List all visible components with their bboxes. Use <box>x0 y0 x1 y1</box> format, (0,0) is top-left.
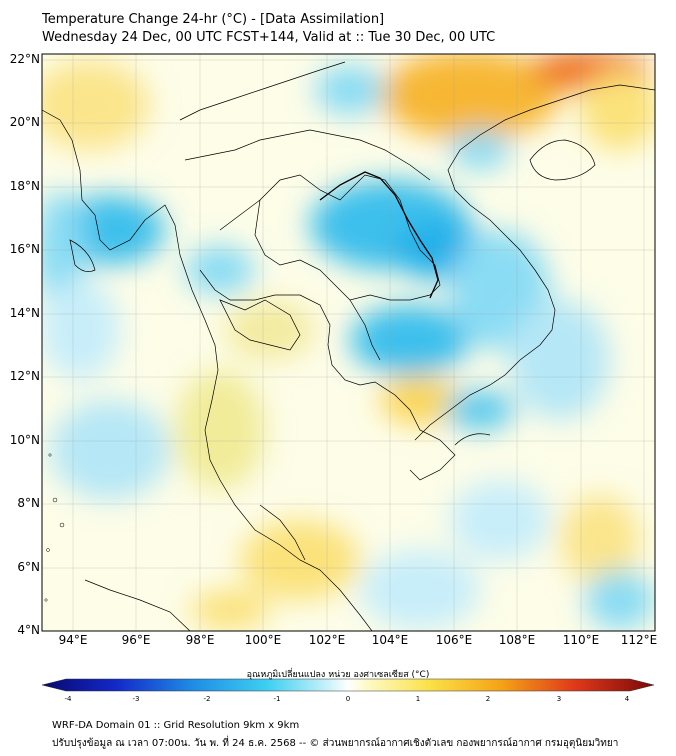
gridlines <box>42 54 655 631</box>
colorbar-title: อุณหภูมิเปลี่ยนแปลง หน่วย องศาเซลเซียส (… <box>246 670 430 680</box>
lat-label: 4°N <box>17 623 40 637</box>
lon-label: 102°E <box>308 633 346 647</box>
colorbar-tick: 2 <box>485 695 491 703</box>
lon-label: 104°E <box>371 633 409 647</box>
lat-label: 20°N <box>9 115 40 129</box>
temperature-field <box>42 54 655 631</box>
lon-label: 96°E <box>121 633 151 647</box>
lat-label: 10°N <box>9 433 40 447</box>
lat-label: 18°N <box>9 179 40 193</box>
lon-label: 110°E <box>562 633 600 647</box>
colorbar <box>41 678 655 692</box>
lat-label: 6°N <box>17 560 40 574</box>
map-frame <box>41 53 656 632</box>
colorbar-tick: 3 <box>556 695 562 703</box>
islands <box>44 453 65 602</box>
lat-label: 16°N <box>9 242 40 256</box>
lat-label: 8°N <box>17 496 40 510</box>
coastlines-and-borders <box>42 61 655 631</box>
lon-label: 112°E <box>620 633 658 647</box>
lat-label: 22°N <box>9 52 40 66</box>
lon-label: 94°E <box>58 633 88 647</box>
lon-label: 100°E <box>244 633 282 647</box>
colorbar-tick: -1 <box>273 695 281 703</box>
lon-label: 106°E <box>435 633 473 647</box>
lon-label: 108°E <box>498 633 536 647</box>
lat-label: 12°N <box>9 369 40 383</box>
colorbar-tick: -4 <box>64 695 72 703</box>
model-info: WRF-DA Domain 01 :: Grid Resolution 9km … <box>52 720 300 731</box>
colorbar-tick: -2 <box>203 695 211 703</box>
credit-line: ปรับปรุงข้อมูล ณ เวลา 07:00น. วัน พ. ที่… <box>52 738 619 749</box>
lon-label: 98°E <box>185 633 215 647</box>
colorbar-tick: 4 <box>624 695 630 703</box>
colorbar-tick: 1 <box>415 695 421 703</box>
map-subtitle: Wednesday 24 Dec, 00 UTC FCST+144, Valid… <box>42 30 496 45</box>
colorbar-tick: 0 <box>345 695 351 703</box>
country-border-bold <box>319 171 439 299</box>
colorbar-tick: -3 <box>132 695 140 703</box>
map-title: Temperature Change 24-hr (°C) - [Data As… <box>42 12 385 27</box>
lat-label: 14°N <box>9 306 40 320</box>
